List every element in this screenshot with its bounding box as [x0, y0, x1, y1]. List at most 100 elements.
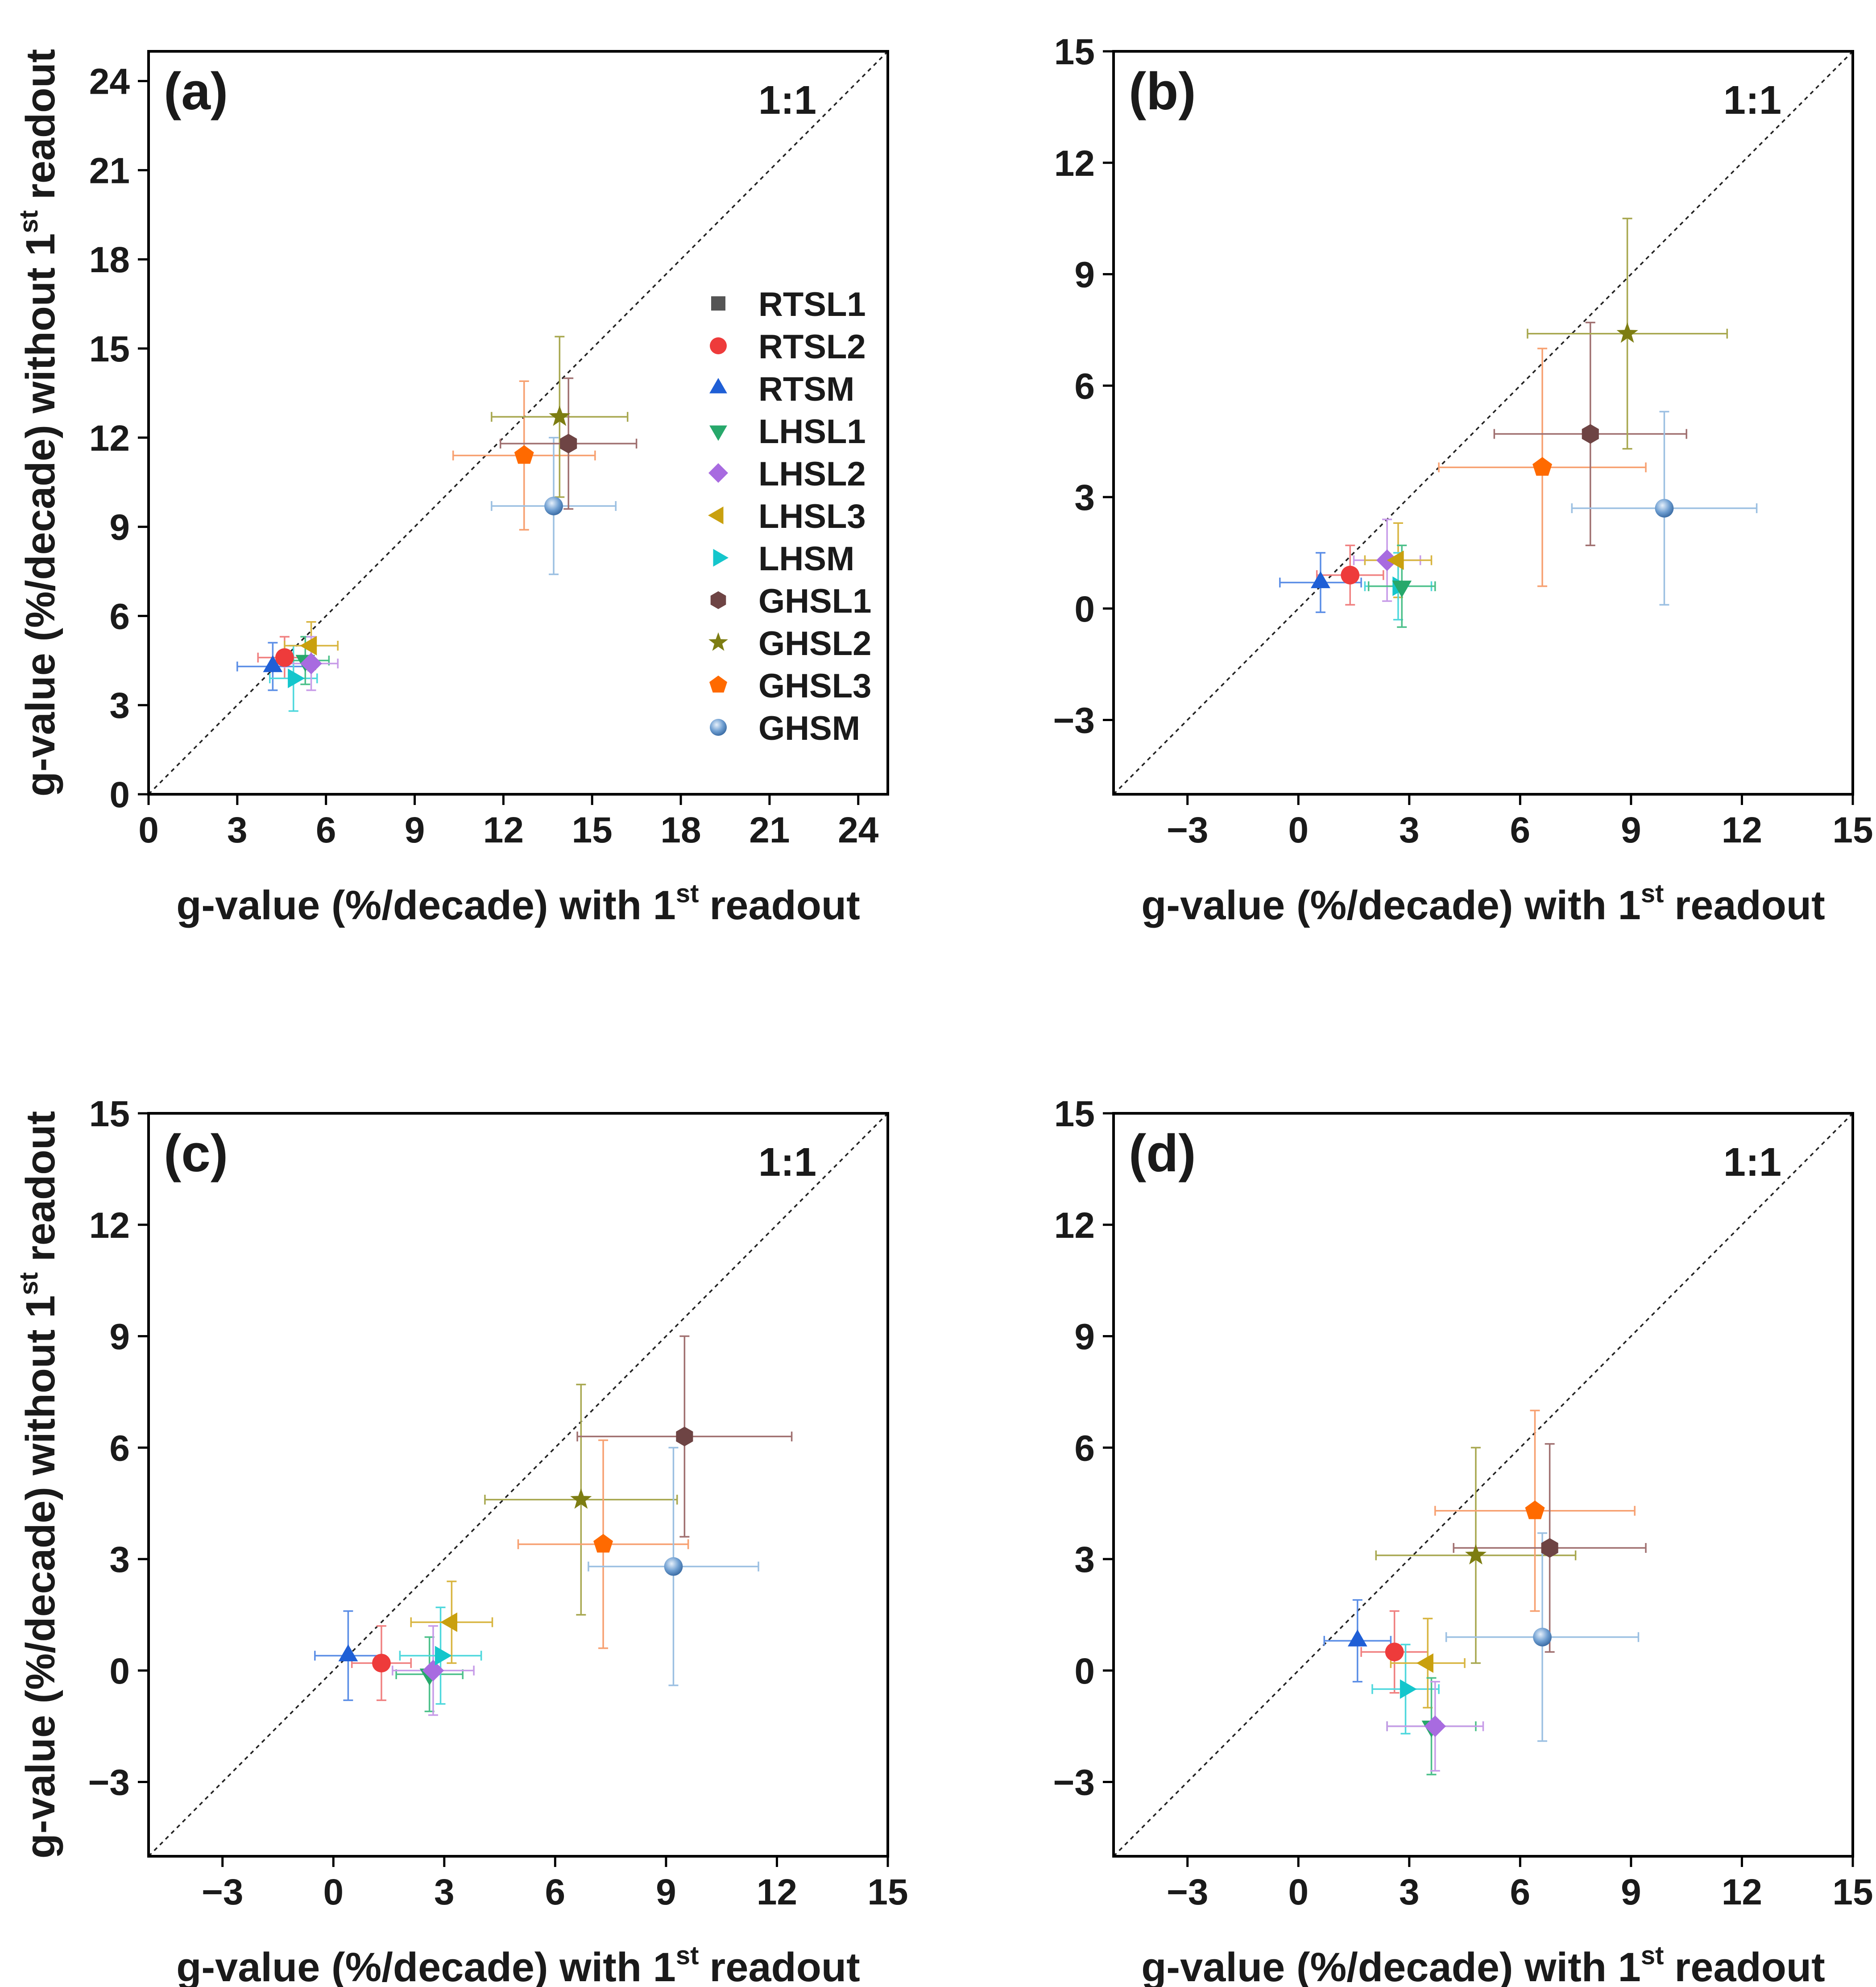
- y-tick-label: 9: [109, 507, 130, 548]
- x-axis-label: g-value (%/decade) with 1st readout: [176, 879, 860, 928]
- data-point-ghsl1: [1541, 1538, 1558, 1558]
- plot-frame: [147, 50, 889, 796]
- x-tick-label: 3: [227, 810, 248, 850]
- x-tick-label: 9: [405, 810, 425, 850]
- one-to-one-annotation: 1:1: [1723, 1140, 1781, 1185]
- data-point-ghsm: [544, 497, 563, 515]
- x-tick-label: 6: [545, 1872, 566, 1912]
- y-tick-label: 15: [89, 329, 130, 369]
- legend-label-lhsl2: LHSL2: [758, 455, 866, 493]
- data-point-ghsm: [1533, 1627, 1552, 1647]
- y-tick-label: 15: [1054, 32, 1095, 72]
- diagonal-1to1-line: [1114, 51, 1853, 794]
- one-to-one-annotation: 1:1: [758, 1140, 816, 1185]
- y-tick-label: 12: [1054, 1205, 1095, 1246]
- legend-label-ghsl1: GHSL1: [758, 582, 871, 620]
- panel-label: (a): [164, 62, 228, 121]
- legend-marker-rtsm: [709, 378, 727, 394]
- x-tick-label: 15: [1832, 1872, 1873, 1912]
- x-tick-label: 18: [660, 810, 701, 850]
- data-point-lhsl3: [440, 1612, 457, 1632]
- data-point-rtsl2: [275, 648, 294, 667]
- data-point-rtsl2: [372, 1654, 391, 1673]
- legend-marker-ghsl3: [709, 676, 727, 693]
- y-tick-label: 9: [1074, 1317, 1095, 1357]
- y-tick-label: 6: [1074, 366, 1095, 407]
- y-tick-label: 18: [89, 240, 130, 280]
- legend-marker-ghsl1: [710, 591, 726, 609]
- x-tick-label: 15: [867, 1872, 908, 1912]
- data-point-lhsl2: [422, 1659, 444, 1681]
- data-point-lhsm: [1400, 1679, 1417, 1699]
- x-tick-label: 12: [757, 1872, 797, 1912]
- x-tick-label: 12: [1722, 810, 1762, 850]
- y-tick-label: 12: [89, 418, 130, 459]
- x-tick-label: 3: [434, 1872, 455, 1912]
- y-tick-label: 0: [1074, 1651, 1095, 1692]
- diagonal-1to1-line: [149, 1113, 888, 1856]
- data-point-rtsm: [1311, 571, 1330, 589]
- y-tick-label: 0: [1074, 589, 1095, 630]
- data-point-lhsl2: [1424, 1715, 1446, 1737]
- diagonal-1to1-line: [149, 51, 888, 794]
- one-to-one-annotation: 1:1: [1723, 78, 1781, 123]
- y-tick-label: 3: [109, 685, 130, 726]
- y-tick-label: 3: [1074, 1539, 1095, 1580]
- data-point-ghsl3: [1532, 457, 1552, 476]
- legend-label-rtsm: RTSM: [758, 370, 854, 408]
- x-tick-label: 6: [316, 810, 336, 850]
- legend-marker-lhsl3: [708, 506, 724, 524]
- x-tick-label: 12: [1722, 1872, 1762, 1912]
- legend-marker-rtsl2: [710, 337, 727, 354]
- x-axis-label: g-value (%/decade) with 1st readout: [176, 1941, 860, 1987]
- y-tick-label: 0: [109, 1651, 130, 1692]
- legend-label-lhsl1: LHSL1: [758, 413, 866, 451]
- x-tick-label: 6: [1510, 1872, 1531, 1912]
- y-tick-label: 9: [1074, 255, 1095, 295]
- x-tick-label: 6: [1510, 810, 1531, 850]
- y-tick-label: 0: [109, 775, 130, 815]
- data-point-lhsl3: [1416, 1653, 1433, 1673]
- legend-label-ghsm: GHSM: [758, 709, 860, 747]
- y-tick-label: 3: [109, 1539, 130, 1580]
- y-tick-label: 6: [1074, 1428, 1095, 1468]
- x-tick-label: 3: [1399, 810, 1420, 850]
- legend-label-lhsl3: LHSL3: [758, 498, 866, 535]
- y-tick-label: −3: [88, 1763, 130, 1803]
- legend-marker-lhsl2: [708, 463, 728, 483]
- y-tick-label: 24: [89, 62, 130, 102]
- y-axis-label: g-value (%/decade) without 1streadout: [14, 1111, 63, 1859]
- y-tick-label: 9: [109, 1317, 130, 1357]
- legend-marker-rtsl1: [711, 296, 725, 311]
- data-point-lhsl3: [300, 636, 317, 655]
- x-tick-label: −3: [1167, 1872, 1209, 1912]
- data-point-lhsl3: [1387, 550, 1404, 570]
- legend-marker-lhsl1: [709, 425, 727, 441]
- y-tick-label: 6: [109, 1428, 130, 1468]
- x-tick-label: 0: [138, 810, 159, 850]
- chart-panel-3: −3 0 3 6 9 12 15 −3 0 3 6 9 12 15 (c) 1:1 g-value (%/dec…: [14, 1094, 908, 1987]
- y-tick-label: 12: [89, 1205, 130, 1246]
- y-tick-label: 15: [1054, 1094, 1095, 1134]
- data-point-rtsl2: [1341, 565, 1360, 585]
- y-tick-label: 12: [1054, 143, 1095, 184]
- legend-label-ghsl3: GHSL3: [758, 667, 871, 705]
- y-axis-label: g-value (%/decade) without 1streadout: [14, 49, 63, 797]
- data-point-rtsm: [263, 655, 283, 672]
- chart-panel-4: −3 0 3 6 9 12 15 −3 0 3 6 9 12 15 (d) 1:1 g-value (%/dec…: [1053, 1094, 1873, 1987]
- data-point-rtsm: [1347, 1629, 1367, 1647]
- y-tick-label: 6: [109, 596, 130, 637]
- y-tick-label: 3: [1074, 477, 1095, 518]
- y-tick-label: −3: [1053, 701, 1095, 741]
- x-tick-label: 9: [1621, 1872, 1641, 1912]
- legend-label-ghsl2: GHSL2: [758, 625, 871, 663]
- data-point-rtsm: [338, 1644, 358, 1662]
- x-tick-label: 0: [1288, 810, 1309, 850]
- plot-frame: [147, 1112, 889, 1858]
- plot-frame: [1112, 1112, 1854, 1858]
- data-point-ghsl3: [593, 1534, 613, 1553]
- x-tick-label: 0: [1288, 1872, 1309, 1912]
- x-tick-label: 3: [1399, 1872, 1420, 1912]
- chart-panel-1: 0 3 6 9 12 15 18 21 24 0 3 6 9 12 15 18 21 24 (a) 1:1 g-valu…: [14, 49, 889, 928]
